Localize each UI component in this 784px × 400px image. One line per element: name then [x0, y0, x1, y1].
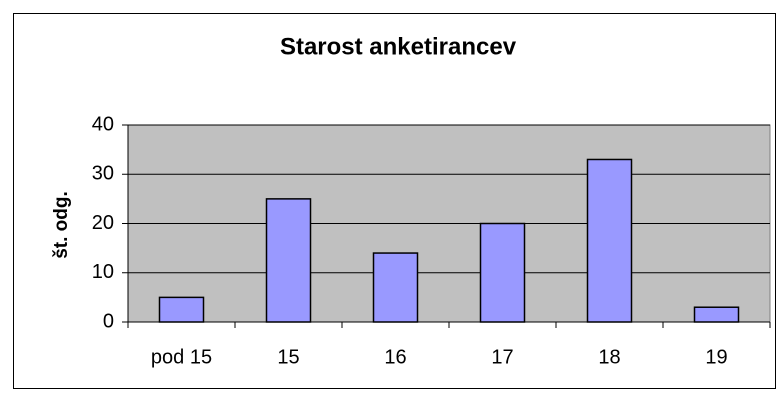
x-tick-label: pod 15 — [151, 346, 212, 368]
bar — [586, 158, 633, 323]
bar — [265, 198, 312, 323]
bar — [693, 306, 740, 323]
x-tick-label: 18 — [598, 346, 620, 368]
x-tick-label: 19 — [705, 346, 727, 368]
y-tick-label: 20 — [92, 212, 114, 234]
y-tick-label: 10 — [92, 261, 114, 283]
y-tick-label: 30 — [92, 163, 114, 185]
bar — [479, 222, 526, 323]
y-tick-label: 0 — [103, 310, 114, 332]
bar — [372, 252, 419, 323]
x-tick-label: 15 — [277, 346, 299, 368]
x-tick-label: 17 — [491, 346, 513, 368]
bar — [158, 296, 205, 323]
y-axis-label: št. odg. — [51, 191, 72, 259]
y-tick-label: 40 — [92, 113, 114, 135]
x-tick-label: 16 — [384, 346, 406, 368]
chart-title: Starost anketirancev — [280, 33, 517, 60]
